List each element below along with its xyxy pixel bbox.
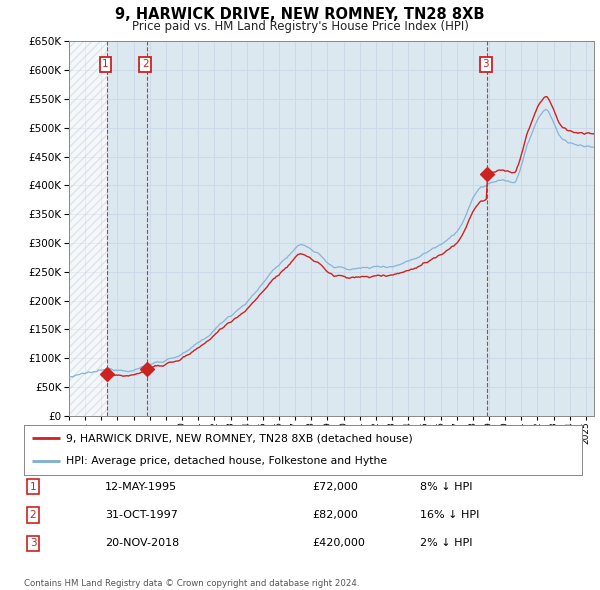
Text: 12-MAY-1995: 12-MAY-1995 [105, 482, 177, 491]
Point [142, 364, 152, 373]
Text: 1: 1 [102, 60, 109, 70]
Text: 9, HARWICK DRIVE, NEW ROMNEY, TN28 8XB: 9, HARWICK DRIVE, NEW ROMNEY, TN28 8XB [115, 7, 485, 22]
Text: HPI: Average price, detached house, Folkestone and Hythe: HPI: Average price, detached house, Folk… [66, 457, 387, 467]
Text: £420,000: £420,000 [312, 539, 365, 548]
Text: £82,000: £82,000 [312, 510, 358, 520]
Text: 9, HARWICK DRIVE, NEW ROMNEY, TN28 8XB (detached house): 9, HARWICK DRIVE, NEW ROMNEY, TN28 8XB (… [66, 433, 413, 443]
Point [103, 370, 112, 379]
Text: 3: 3 [29, 539, 37, 548]
Text: Price paid vs. HM Land Registry's House Price Index (HPI): Price paid vs. HM Land Registry's House … [131, 20, 469, 33]
Text: Contains HM Land Registry data © Crown copyright and database right 2024.
This d: Contains HM Land Registry data © Crown c… [24, 579, 359, 590]
Point [482, 169, 492, 179]
Text: 16% ↓ HPI: 16% ↓ HPI [420, 510, 479, 520]
Text: 3: 3 [482, 60, 489, 70]
Text: 1: 1 [29, 482, 37, 491]
Text: £72,000: £72,000 [312, 482, 358, 491]
Text: 2: 2 [29, 510, 37, 520]
Text: 20-NOV-2018: 20-NOV-2018 [105, 539, 179, 548]
Text: 31-OCT-1997: 31-OCT-1997 [105, 510, 178, 520]
Text: 2% ↓ HPI: 2% ↓ HPI [420, 539, 473, 548]
Text: 2: 2 [142, 60, 149, 70]
Text: 8% ↓ HPI: 8% ↓ HPI [420, 482, 473, 491]
Bar [69, 41, 107, 416]
